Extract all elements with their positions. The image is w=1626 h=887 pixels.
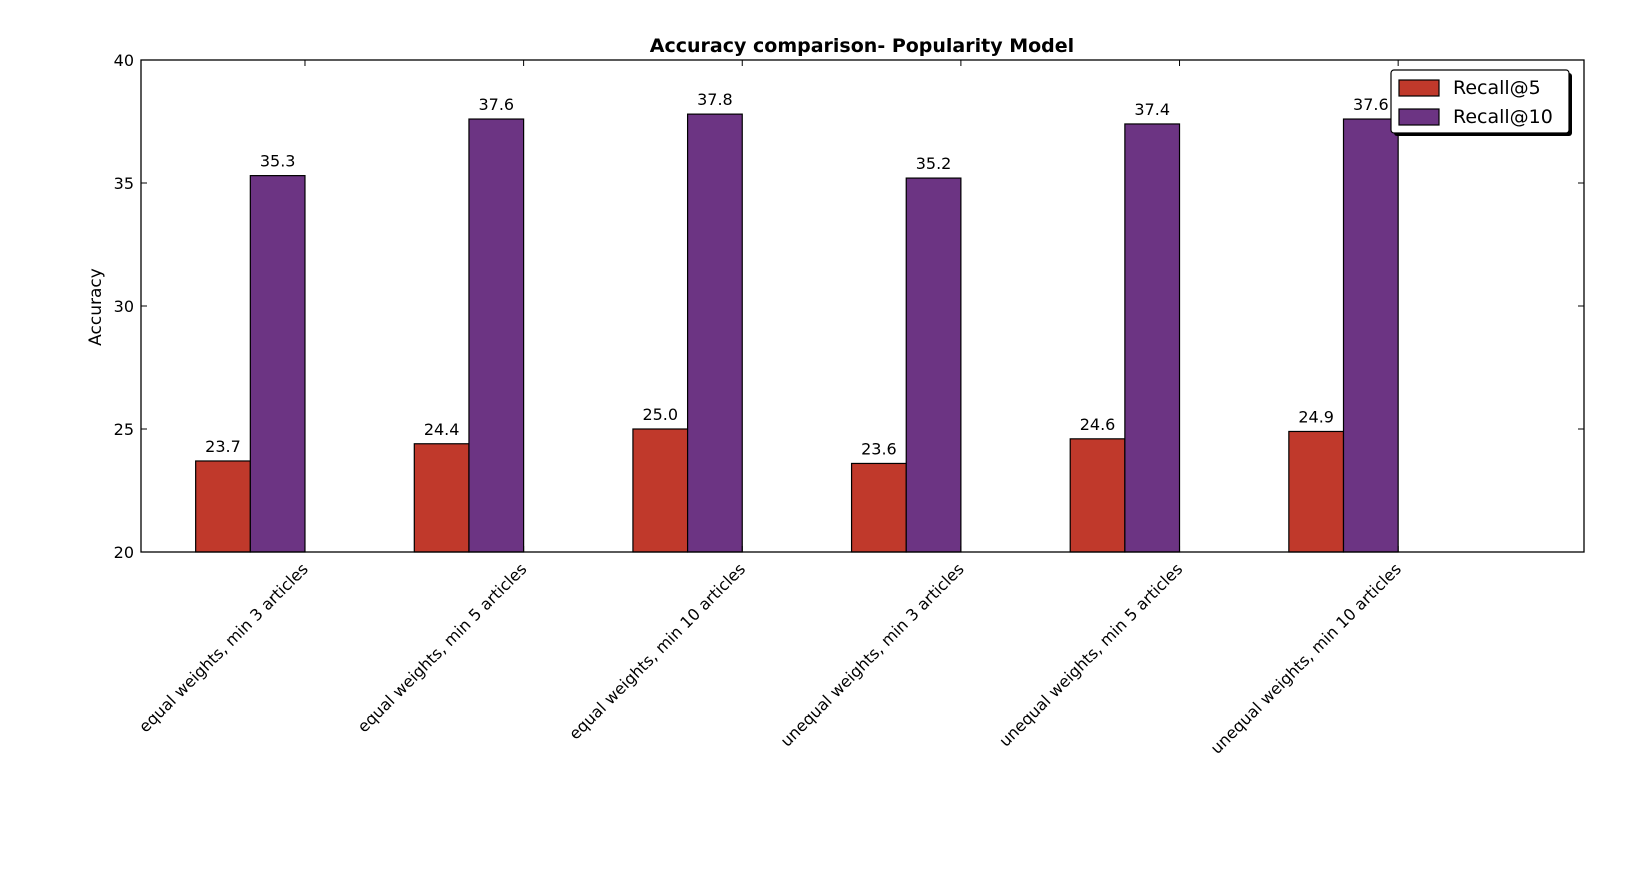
value-label-recall10-1: 37.6	[478, 95, 514, 114]
y-tick-label-2: 30	[114, 297, 134, 316]
x-tick-label-1: equal weights, min 5 articles	[354, 559, 531, 736]
y-tick-label-3: 35	[114, 174, 134, 193]
value-label-recall5-0: 23.7	[205, 437, 241, 456]
bar-recall5-5	[1288, 430, 1345, 553]
x-tick-label-5: unequal weights, min 10 articles	[1207, 559, 1405, 757]
bar-recall10-0	[249, 175, 306, 553]
value-label-recall5-3: 23.6	[861, 439, 897, 458]
plot-frame	[140, 59, 1585, 553]
legend-swatch-recall5	[1398, 79, 1440, 97]
value-label-recall10-2: 37.8	[697, 90, 733, 109]
value-label-recall10-5: 37.6	[1353, 95, 1389, 114]
bar-recall10-1	[468, 118, 525, 553]
bar-recall5-2	[632, 428, 689, 553]
x-tick-label-2: equal weights, min 10 articles	[565, 559, 749, 743]
x-tick-label-3: unequal weights, min 3 articles	[777, 559, 968, 750]
bars-layer	[195, 113, 1399, 553]
value-label-recall5-2: 25.0	[642, 405, 678, 424]
y-axis: 20 25 30 35 40	[114, 51, 1584, 562]
bar-recall5-0	[195, 460, 251, 553]
y-tick-label-4: 40	[114, 51, 134, 70]
x-axis: equal weights, min 3 articles equal weigh…	[135, 60, 1405, 758]
bar-recall5-4	[1069, 438, 1126, 553]
legend-label-recall10: Recall@10	[1453, 106, 1553, 128]
bar-recall10-3	[905, 177, 962, 553]
bar-recall10-4	[1124, 123, 1181, 553]
legend-label-recall5: Recall@5	[1453, 77, 1541, 99]
bar-recall5-3	[850, 462, 907, 553]
y-tick-label-1: 25	[114, 420, 134, 439]
legend-swatch-recall10	[1398, 108, 1440, 126]
value-label-recall10-0: 35.3	[260, 152, 296, 171]
x-tick-label-0: equal weights, min 3 articles	[135, 559, 312, 736]
value-label-recall5-4: 24.6	[1080, 415, 1116, 434]
value-label-recall10-3: 35.2	[916, 154, 952, 173]
value-label-recall5-1: 24.4	[424, 420, 460, 439]
value-label-recall5-5: 24.9	[1298, 407, 1334, 426]
value-labels-layer: 23.7 24.4 25.0 23.6 24.6 24.9 35.3 37.6 37.8 35.2…	[205, 90, 1388, 458]
bar-recall5-1	[413, 443, 470, 553]
bar-recall10-5	[1342, 118, 1399, 553]
y-axis-label: Accuracy	[86, 268, 106, 346]
value-label-recall10-4: 37.4	[1134, 100, 1170, 119]
x-tick-label-4: unequal weights, min 5 articles	[995, 559, 1186, 750]
y-tick-label-0: 20	[114, 543, 134, 562]
bar-recall10-2	[686, 113, 743, 553]
chart-title: Accuracy comparison- Popularity Model	[650, 35, 1074, 57]
legend: Recall@5 Recall@10	[1390, 69, 1572, 136]
